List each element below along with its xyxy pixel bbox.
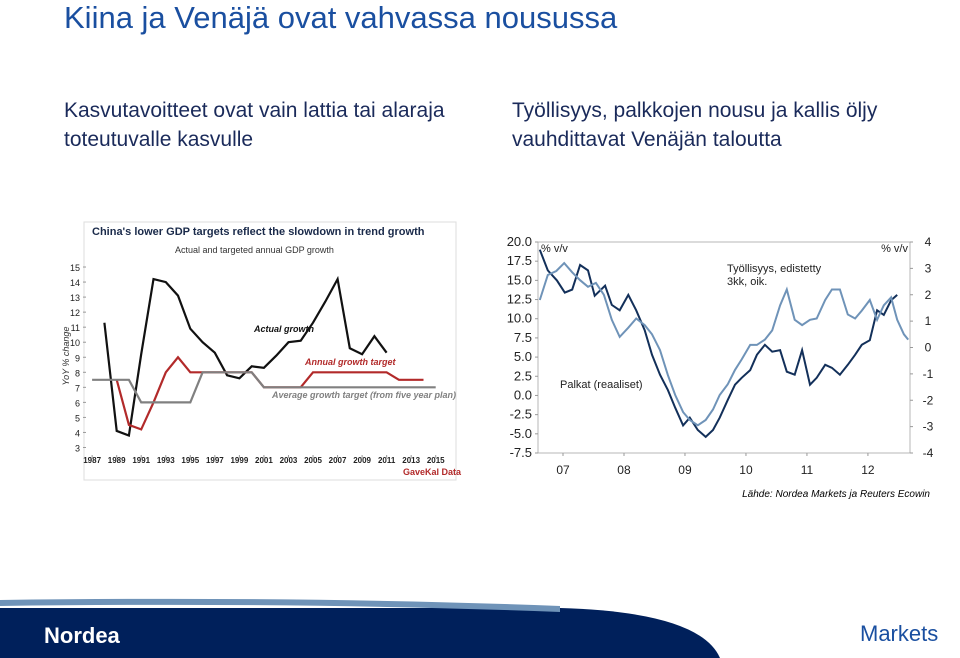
- series-line: [538, 249, 898, 439]
- x-tick-label: 2011: [378, 456, 396, 465]
- x-tick-label: 2009: [353, 456, 371, 465]
- y-tick-label: 4: [75, 428, 80, 438]
- footer-band: [0, 608, 720, 658]
- y-tick-label: 12.5: [507, 292, 532, 307]
- y2-tick-label: 4: [925, 235, 932, 249]
- x-tick-label: 10: [739, 463, 753, 477]
- x-tick-label: 1991: [132, 456, 150, 465]
- y-tick-label: 6: [75, 398, 80, 408]
- y2-tick-label: -3: [923, 420, 934, 434]
- x-tick-label: 09: [678, 463, 692, 477]
- x-tick-label: 2003: [280, 456, 298, 465]
- y-tick-label: 2.5: [514, 368, 532, 383]
- y-tick-label: 10: [70, 338, 80, 348]
- y-tick-label: 13: [70, 293, 80, 303]
- x-tick-label: 2001: [255, 456, 273, 465]
- slide-title: Kiina ja Venäjä ovat vahvassa nousussa: [64, 0, 618, 35]
- y2-tick-label: -4: [923, 446, 934, 460]
- series-label: Työllisyys, edistetty 3kk, oik.: [727, 263, 822, 288]
- x-tick-label: 1993: [157, 456, 175, 465]
- y-unit: % v/v: [541, 243, 568, 255]
- y-tick-label: -2.5: [510, 407, 532, 422]
- x-tick-label: 1995: [181, 456, 199, 465]
- y-tick-label: 15: [70, 263, 80, 273]
- x-tick-label: 2007: [329, 456, 347, 465]
- footer-accent: [0, 598, 560, 612]
- chart-title: China's lower GDP targets reflect the sl…: [92, 226, 425, 238]
- y-tick-label: 9: [75, 353, 80, 363]
- y-tick-label: 3: [75, 443, 80, 453]
- x-tick-label: 2013: [402, 456, 420, 465]
- y-tick-label: 0.0: [514, 387, 532, 402]
- y-tick-label: 20.0: [507, 234, 532, 249]
- x-tick-label: 2015: [427, 456, 445, 465]
- text-line: Työllisyys, palkkojen nousu ja kallis öl…: [512, 99, 878, 122]
- y-tick-label: 5.0: [514, 349, 532, 364]
- footer-brand: Markets: [860, 621, 938, 646]
- y2-tick-label: -1: [923, 367, 934, 381]
- y2-tick-label: 2: [925, 288, 932, 302]
- y-tick-label: -7.5: [510, 445, 532, 460]
- y-tick-label: 7: [75, 383, 80, 393]
- series-line: [92, 371, 436, 404]
- y2-tick-label: 1: [925, 314, 932, 328]
- chart-subtitle: Actual and targeted annual GDP growth: [175, 245, 334, 255]
- x-tick-label: 08: [617, 463, 631, 477]
- y-tick-label: 14: [70, 278, 80, 288]
- y2-tick-label: -2: [923, 393, 934, 407]
- y-tick-label: -5.0: [510, 426, 532, 441]
- y-tick-label: 15.0: [507, 272, 532, 287]
- y-tick-label: 7.5: [514, 330, 532, 345]
- x-tick-label: 12: [861, 463, 875, 477]
- series-label: Annual growth target: [304, 357, 396, 367]
- y-tick-label: 12: [70, 308, 80, 318]
- y-tick-label: 8: [75, 368, 80, 378]
- series-line: [538, 261, 909, 427]
- chart-background: [83, 221, 457, 481]
- y-tick-label: 17.5: [507, 253, 532, 268]
- series-label: Actual growth: [253, 324, 315, 334]
- x-tick-label: 2005: [304, 456, 322, 465]
- y2-tick-label: 0: [925, 341, 932, 355]
- y-tick-label: 10.0: [507, 311, 532, 326]
- right-text: Työllisyys, palkkojen nousu ja kallis öl…: [512, 96, 877, 154]
- x-tick-label: 1989: [108, 456, 126, 465]
- y-axis-label: YoY % change: [61, 327, 71, 386]
- series-label: Average growth target (from five year pl…: [271, 390, 456, 400]
- chart-source: GaveKal Data: [403, 467, 462, 477]
- left-text: Kasvutavoitteet ovat vain lattia tai ala…: [64, 96, 445, 154]
- x-tick-label: 1999: [230, 456, 248, 465]
- y2-tick-label: 3: [925, 261, 932, 275]
- source: Lähde: Nordea Markets ja Reuters Ecowin: [742, 489, 930, 500]
- y-tick-label: 5: [75, 413, 80, 423]
- plot-frame: [537, 241, 911, 454]
- x-tick-label: 1997: [206, 456, 224, 465]
- text-line: toteutuvalle kasvulle: [64, 128, 254, 151]
- text-line: Kasvutavoitteet ovat vain lattia tai ala…: [64, 99, 445, 122]
- x-tick-label: 1987: [83, 456, 101, 465]
- series-label: Palkat (reaaliset): [560, 379, 643, 391]
- text-line: vauhdittavat Venäjän taloutta: [512, 128, 782, 151]
- y-tick-label: 11: [71, 323, 80, 333]
- y2-unit: % v/v: [881, 243, 908, 255]
- footer-logo: Nordea: [44, 623, 121, 648]
- x-tick-label: 11: [801, 463, 814, 477]
- x-tick-label: 07: [556, 463, 570, 477]
